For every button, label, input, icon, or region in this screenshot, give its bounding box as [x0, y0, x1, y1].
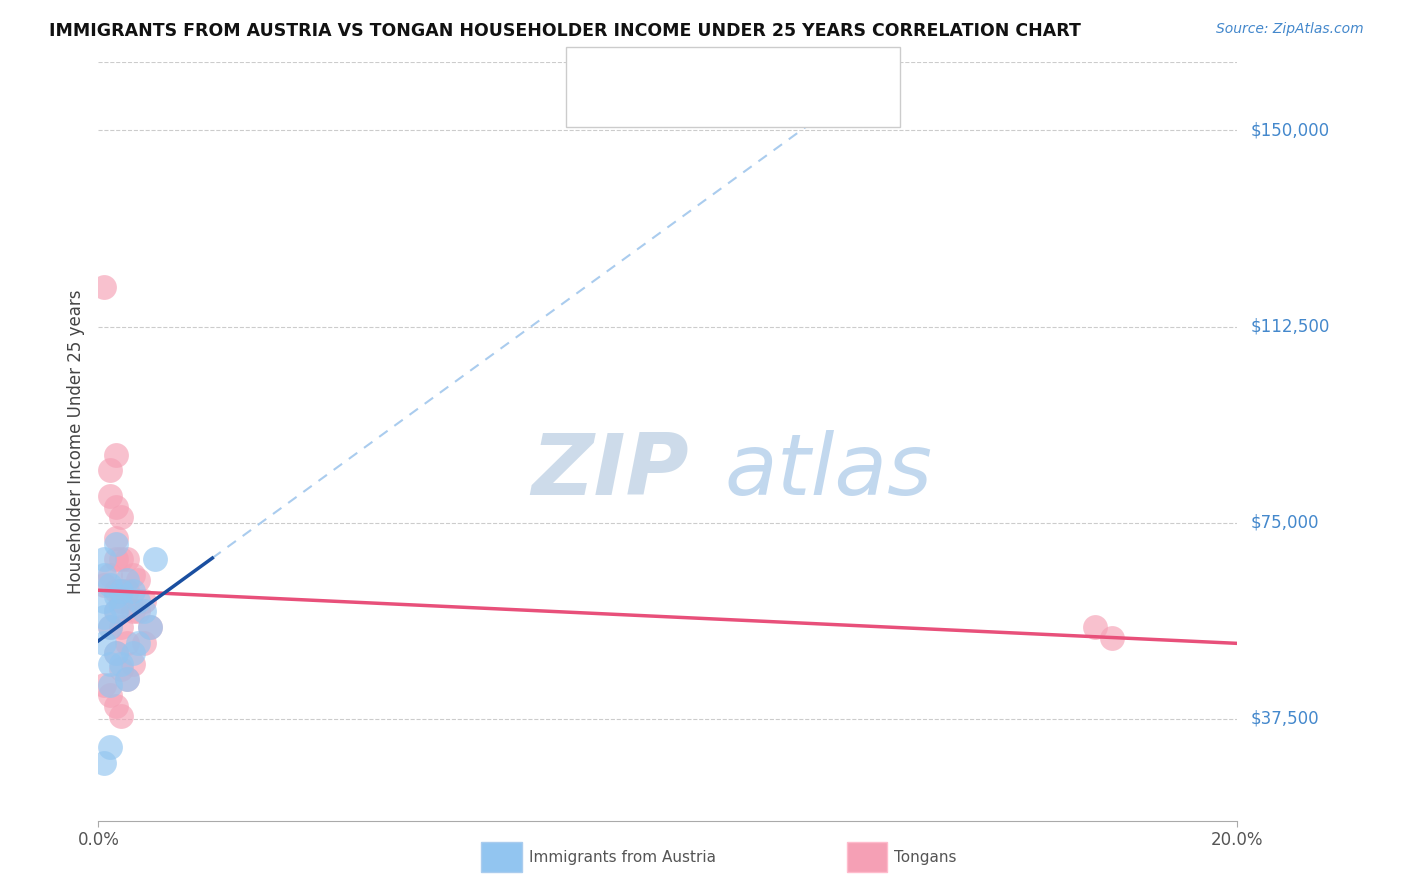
Text: Source: ZipAtlas.com: Source: ZipAtlas.com: [1216, 22, 1364, 37]
Point: [115, 673, 138, 687]
Point: [93, 609, 115, 624]
Point: [98, 490, 121, 504]
Text: ZIP: ZIP: [531, 430, 689, 514]
Point: [121, 657, 143, 671]
Point: [115, 636, 138, 650]
Point: [115, 673, 138, 687]
Point: [110, 510, 132, 524]
Point: [98, 620, 121, 634]
Point: [121, 567, 143, 582]
Point: [98, 463, 121, 477]
Point: [93, 280, 115, 294]
Point: [98, 740, 121, 755]
Point: [104, 583, 127, 598]
Point: [1101, 631, 1123, 645]
Point: [110, 583, 132, 598]
Point: [93, 594, 115, 608]
Point: [115, 573, 138, 587]
Point: [104, 646, 127, 660]
Point: [115, 583, 138, 598]
Text: R =  -0.217: R = -0.217: [621, 99, 713, 114]
Point: [104, 536, 127, 550]
Point: [127, 605, 149, 619]
Point: [132, 605, 155, 619]
Point: [121, 646, 143, 660]
Point: [98, 657, 121, 671]
Point: [121, 583, 143, 598]
FancyBboxPatch shape: [565, 47, 900, 127]
Text: $75,000: $75,000: [1251, 514, 1319, 532]
Text: R =  -0.254: R = -0.254: [621, 59, 713, 74]
Point: [93, 678, 115, 692]
Point: [121, 605, 143, 619]
Point: [132, 636, 155, 650]
Point: [127, 573, 149, 587]
Text: $37,500: $37,500: [1251, 710, 1320, 728]
FancyBboxPatch shape: [576, 53, 610, 81]
Point: [110, 662, 132, 676]
Point: [138, 620, 160, 634]
Text: $112,500: $112,500: [1251, 318, 1330, 335]
Point: [98, 620, 121, 634]
Point: [127, 594, 149, 608]
Point: [98, 567, 121, 582]
Text: N = 37: N = 37: [776, 99, 832, 114]
Point: [104, 531, 127, 545]
Text: $150,000: $150,000: [1251, 121, 1330, 139]
Point: [104, 448, 127, 462]
Text: N = 27: N = 27: [776, 59, 832, 74]
Point: [98, 688, 121, 702]
Point: [110, 552, 132, 566]
Point: [98, 578, 121, 592]
Point: [132, 594, 155, 608]
Point: [110, 657, 132, 671]
Point: [145, 552, 167, 566]
Point: [110, 709, 132, 723]
Point: [110, 620, 132, 634]
Point: [93, 552, 115, 566]
Point: [1084, 620, 1107, 634]
FancyBboxPatch shape: [846, 842, 887, 872]
Point: [110, 583, 132, 598]
Y-axis label: Householder Income Under 25 years: Householder Income Under 25 years: [66, 289, 84, 594]
Text: Tongans: Tongans: [894, 850, 957, 864]
Point: [98, 678, 121, 692]
Point: [93, 578, 115, 592]
Point: [104, 698, 127, 713]
Point: [93, 567, 115, 582]
Point: [104, 605, 127, 619]
Point: [115, 552, 138, 566]
Point: [127, 636, 149, 650]
Point: [104, 552, 127, 566]
Text: IMMIGRANTS FROM AUSTRIA VS TONGAN HOUSEHOLDER INCOME UNDER 25 YEARS CORRELATION : IMMIGRANTS FROM AUSTRIA VS TONGAN HOUSEH…: [49, 22, 1081, 40]
Point: [138, 620, 160, 634]
Point: [110, 599, 132, 614]
Point: [104, 589, 127, 603]
Text: atlas: atlas: [725, 430, 932, 514]
Point: [104, 646, 127, 660]
Point: [93, 756, 115, 771]
FancyBboxPatch shape: [481, 842, 522, 872]
FancyBboxPatch shape: [576, 92, 610, 120]
Point: [104, 605, 127, 619]
Text: Immigrants from Austria: Immigrants from Austria: [529, 850, 716, 864]
Point: [93, 636, 115, 650]
Point: [110, 594, 132, 608]
Point: [104, 500, 127, 514]
